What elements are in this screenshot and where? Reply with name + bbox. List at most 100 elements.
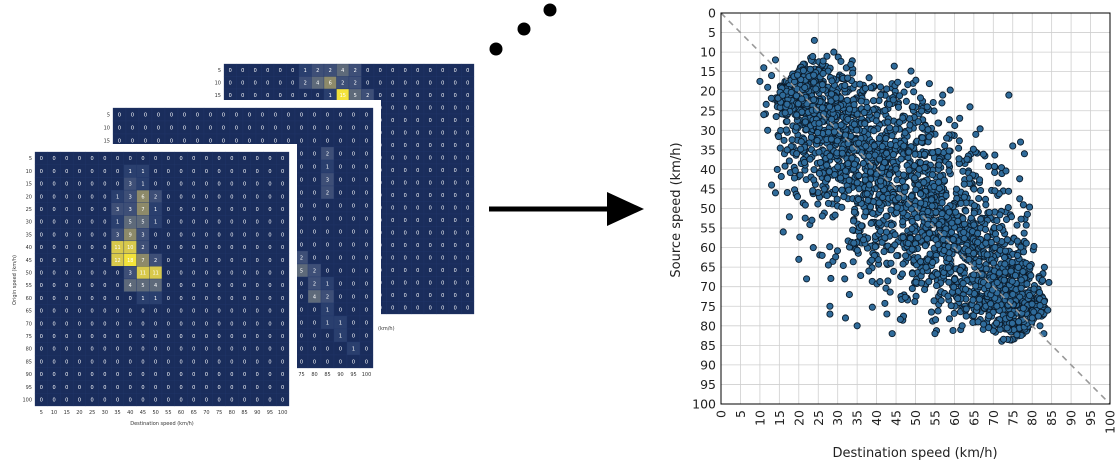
heatmap-cell-value: 0 <box>256 232 259 238</box>
scatter-point <box>894 78 902 86</box>
heatmap-cell-value: 0 <box>157 138 160 144</box>
scatter-point <box>857 222 866 230</box>
scatter-point <box>912 278 920 286</box>
heatmap-cell-value: 0 <box>391 81 394 87</box>
heatmap-cell-value: 0 <box>91 182 94 188</box>
scatter-point <box>946 86 954 94</box>
scatter-point <box>844 160 852 168</box>
heatmap-cell-value: 0 <box>404 306 407 312</box>
heatmap-cell-value: 0 <box>466 293 469 299</box>
heatmap-cell-value: 0 <box>205 220 208 226</box>
heatmap-cell-value: 0 <box>103 321 106 327</box>
heatmap-cell-value: 0 <box>268 283 271 289</box>
heatmap-cell-value: 0 <box>268 359 271 365</box>
heatmap-cell-value: 3 <box>129 207 132 213</box>
scatter-point <box>920 178 928 186</box>
heatmap-cell-value: 0 <box>352 294 355 300</box>
heatmap-cell-value: 0 <box>243 194 246 200</box>
heatmap-cell-value: 0 <box>365 346 368 352</box>
scatter-point <box>1026 203 1034 211</box>
scatter-point <box>772 113 780 121</box>
heatmap-cell-value: 1 <box>116 220 119 226</box>
heatmap-cell-value: 0 <box>466 218 469 224</box>
heatmap-cell-value: 0 <box>218 397 221 403</box>
heatmap-cell-value: 0 <box>313 203 316 209</box>
heatmap-cell-value: 0 <box>78 309 81 315</box>
heatmap-cell-value: 2 <box>366 93 369 99</box>
heatmap-cell-value: 3 <box>141 232 144 238</box>
heatmap-cell-value: 0 <box>268 372 271 378</box>
heatmap-cell-value: 0 <box>52 245 55 251</box>
heatmap-cell-value: 0 <box>235 125 238 131</box>
heatmap-cell-value: 0 <box>179 270 182 276</box>
heatmap-cell-value: 0 <box>281 397 284 403</box>
heatmap-cell-value: 0 <box>91 359 94 365</box>
heatmap-cell-value: 0 <box>441 256 444 262</box>
scatter-point <box>945 315 954 323</box>
heatmap-y-tick: 100 <box>22 397 32 403</box>
scatter-point <box>945 116 953 124</box>
scatter-point <box>940 246 948 255</box>
heatmap-cell-value: 0 <box>281 232 284 238</box>
heatmap-cell-value: 0 <box>441 156 444 162</box>
heatmap-cell-value: 0 <box>154 359 157 365</box>
heatmap-cell-value: 0 <box>466 156 469 162</box>
heatmap-x-tick: 55 <box>165 410 171 416</box>
scatter-point <box>901 129 909 137</box>
heatmap-cell-value: 0 <box>429 68 432 74</box>
scatter-point <box>911 150 919 158</box>
scatter-point <box>801 201 809 209</box>
heatmap-cell-value: 0 <box>454 68 457 74</box>
heatmap-cell-value: 0 <box>91 385 94 391</box>
scatter-point <box>945 160 953 168</box>
heatmap-cell-value: 0 <box>441 206 444 212</box>
heatmap-cell-value: 0 <box>192 397 195 403</box>
heatmap-cell-value: 0 <box>91 194 94 200</box>
heatmap-cell-value: 0 <box>429 156 432 162</box>
scatter-point <box>875 219 883 227</box>
scatter-point <box>960 228 968 236</box>
heatmap-cell-value: 0 <box>154 182 157 188</box>
heatmap-cell-value: 0 <box>254 93 257 99</box>
heatmap-cell-value: 0 <box>192 258 195 264</box>
heatmap-cell-value: 0 <box>454 281 457 287</box>
heatmap-cell-value: 0 <box>429 256 432 262</box>
scatter-point <box>888 132 896 140</box>
scatter-point <box>956 114 964 122</box>
heatmap-cell-value: 0 <box>429 81 432 87</box>
heatmap-cell-value: 0 <box>218 334 221 340</box>
scatter-point <box>970 271 978 279</box>
heatmap-cell-value: 0 <box>154 385 157 391</box>
scatter-point <box>993 319 1001 327</box>
heatmap-cell-value: 0 <box>230 397 233 403</box>
heatmap-cell-value: 0 <box>281 283 284 289</box>
heatmap-x-tick: 30 <box>102 410 108 416</box>
heatmap-x-tick: 90 <box>254 410 260 416</box>
heatmap-cell-value: 11 <box>140 270 146 276</box>
heatmap-cell-value: 0 <box>141 372 144 378</box>
heatmap-cell-value: 0 <box>454 168 457 174</box>
heatmap-cell-value: 0 <box>192 207 195 213</box>
heatmap-cell-value: 0 <box>52 372 55 378</box>
heatmap-x-tick: 35 <box>114 410 120 416</box>
scatter-point <box>871 243 879 251</box>
scatter-point <box>841 275 849 283</box>
heatmap-cell-value: 0 <box>141 309 144 315</box>
heatmap-cell-value: 0 <box>65 347 68 353</box>
scatter-point <box>970 185 978 193</box>
heatmap-cell-value: 0 <box>268 194 271 200</box>
scatter-point <box>950 283 958 291</box>
heatmap-cell-value: 0 <box>218 270 221 276</box>
heatmap-x-tick: 25 <box>89 410 95 416</box>
scatter-point <box>897 155 905 163</box>
heatmap-cell-value: 0 <box>268 245 271 251</box>
heatmap-cell-value: 0 <box>179 194 182 200</box>
heatmap-cell-value: 0 <box>243 372 246 378</box>
scatter-point <box>924 126 932 134</box>
heatmap-cell-value: 0 <box>365 255 368 261</box>
heatmap-cell-value: 7 <box>141 258 144 264</box>
scatter-point <box>1035 288 1044 297</box>
heatmap-cell-value: 0 <box>466 93 469 99</box>
heatmap-cell-value: 0 <box>131 138 134 144</box>
heatmap-cell-value: 0 <box>326 242 329 248</box>
